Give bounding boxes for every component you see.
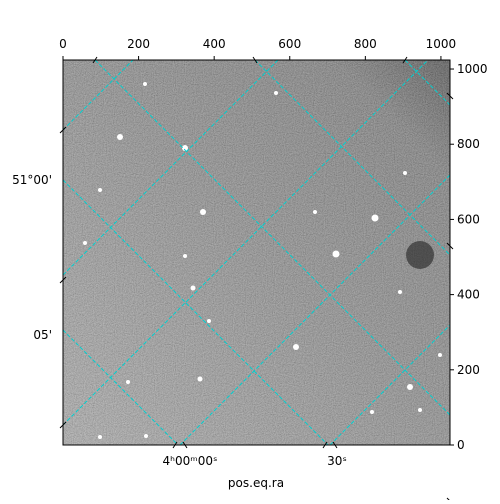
world-grid [63, 60, 450, 445]
y-tick-label: 0 [457, 438, 465, 452]
y-tick-label: 400 [457, 288, 480, 302]
y-tick-label: 1000 [457, 62, 488, 76]
x-tick-label: 400 [203, 37, 226, 51]
world-ticks [59, 56, 454, 504]
x-tick-label: 800 [354, 37, 377, 51]
y-tick-label: 200 [457, 363, 480, 377]
x-axis-label: pos.eq.ra [228, 476, 284, 490]
world-y-label: 05' [33, 328, 52, 342]
x-tick-label: 0 [59, 37, 67, 51]
x-tick-label: 600 [278, 37, 301, 51]
world-x-label: 4ʰ00ᵐ00ˢ [163, 454, 218, 468]
world-x-label: 30ˢ [327, 454, 347, 468]
x-tick-label: 200 [127, 37, 150, 51]
x-tick-label: 1000 [426, 37, 457, 51]
sky-image [63, 60, 450, 445]
frame [62, 59, 451, 446]
y-tick-label: 800 [457, 137, 480, 151]
world-y-label: 51°00' [12, 173, 52, 187]
y-tick-label: 600 [457, 212, 480, 226]
